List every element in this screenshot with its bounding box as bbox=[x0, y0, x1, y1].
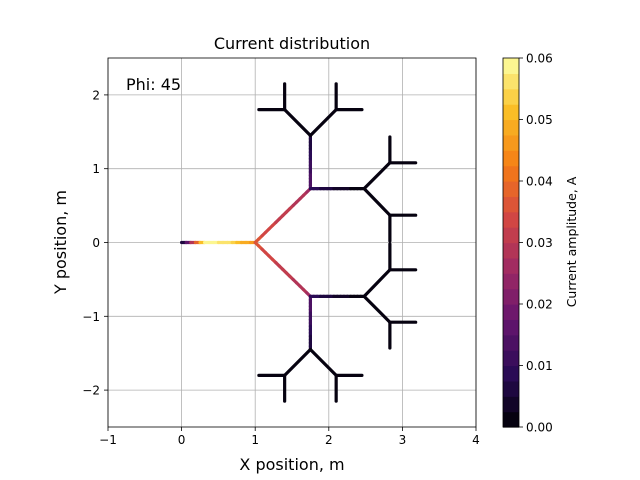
x-axis-label: X position, m bbox=[239, 455, 344, 474]
colorbar-band bbox=[503, 242, 519, 259]
colorbar-band bbox=[503, 58, 519, 74]
colorbar-band bbox=[503, 73, 519, 90]
wire-segment bbox=[308, 108, 338, 138]
chart-title: Current distribution bbox=[214, 34, 370, 53]
y-axis-ticks: −2 −1 0 1 2 bbox=[82, 88, 108, 398]
y-tick-label: 0 bbox=[92, 236, 100, 250]
colorbar-band bbox=[503, 181, 519, 197]
colorbar-tick-label: 0.00 bbox=[526, 421, 553, 435]
colorbar-tick-label: 0.06 bbox=[526, 52, 553, 66]
colorbar-band bbox=[503, 211, 519, 228]
colorbar-band bbox=[503, 257, 519, 274]
colorbar-band bbox=[503, 350, 519, 367]
wire-segment bbox=[362, 161, 392, 191]
x-tick-label: 4 bbox=[472, 433, 480, 447]
y-axis-label: Y position, m bbox=[51, 190, 70, 295]
colorbar-band bbox=[503, 396, 519, 413]
colorbar-band bbox=[503, 304, 519, 320]
colorbar-band bbox=[503, 119, 519, 136]
wire-segment bbox=[362, 268, 392, 298]
phi-annotation: Phi: 45 bbox=[126, 75, 181, 94]
wire-segment bbox=[362, 294, 392, 324]
colorbar-band bbox=[503, 227, 519, 244]
colorbar-band bbox=[503, 365, 519, 382]
colorbar-band bbox=[503, 334, 519, 351]
y-tick-label: −2 bbox=[82, 384, 100, 398]
colorbar-tick-label: 0.02 bbox=[526, 298, 553, 312]
x-tick-label: 2 bbox=[325, 433, 333, 447]
y-tick-label: 2 bbox=[92, 88, 100, 102]
colorbar-band bbox=[503, 104, 519, 121]
colorbar-band bbox=[503, 319, 519, 336]
colorbar-band bbox=[503, 411, 519, 428]
colorbar-band bbox=[503, 88, 519, 105]
wire-segment bbox=[283, 347, 312, 377]
colorbar-tick-label: 0.05 bbox=[526, 113, 553, 127]
plot-area: −1 0 1 2 3 4 −2 −1 0 1 2 bbox=[82, 57, 480, 447]
colorbar-tick-label: 0.04 bbox=[526, 175, 553, 189]
antenna-wires bbox=[180, 82, 418, 403]
colorbar-band bbox=[503, 273, 519, 290]
colorbar-band bbox=[503, 134, 519, 151]
x-tick-label: 0 bbox=[178, 433, 186, 447]
colorbar: 0.00 0.01 0.02 0.03 0.04 0.05 0.06 bbox=[502, 52, 553, 435]
x-axis-ticks: −1 0 1 2 3 4 bbox=[99, 427, 480, 447]
colorbar-tick-label: 0.03 bbox=[526, 236, 553, 250]
colorbar-label: Current amplitude, A bbox=[564, 176, 579, 307]
y-tick-label: −1 bbox=[82, 310, 100, 324]
x-tick-label: −1 bbox=[99, 433, 117, 447]
x-tick-label: 1 bbox=[251, 433, 259, 447]
colorbar-band bbox=[503, 288, 519, 305]
colorbar-band bbox=[503, 380, 519, 397]
wire-segment bbox=[308, 347, 338, 377]
wire-segment bbox=[362, 187, 392, 217]
colorbar-band bbox=[503, 150, 519, 167]
wire-segment bbox=[283, 108, 312, 138]
y-tick-label: 1 bbox=[92, 162, 100, 176]
colorbar-band bbox=[503, 196, 519, 213]
colorbar-tick-label: 0.01 bbox=[526, 359, 553, 373]
x-tick-label: 3 bbox=[399, 433, 407, 447]
colorbar-band bbox=[503, 165, 519, 182]
